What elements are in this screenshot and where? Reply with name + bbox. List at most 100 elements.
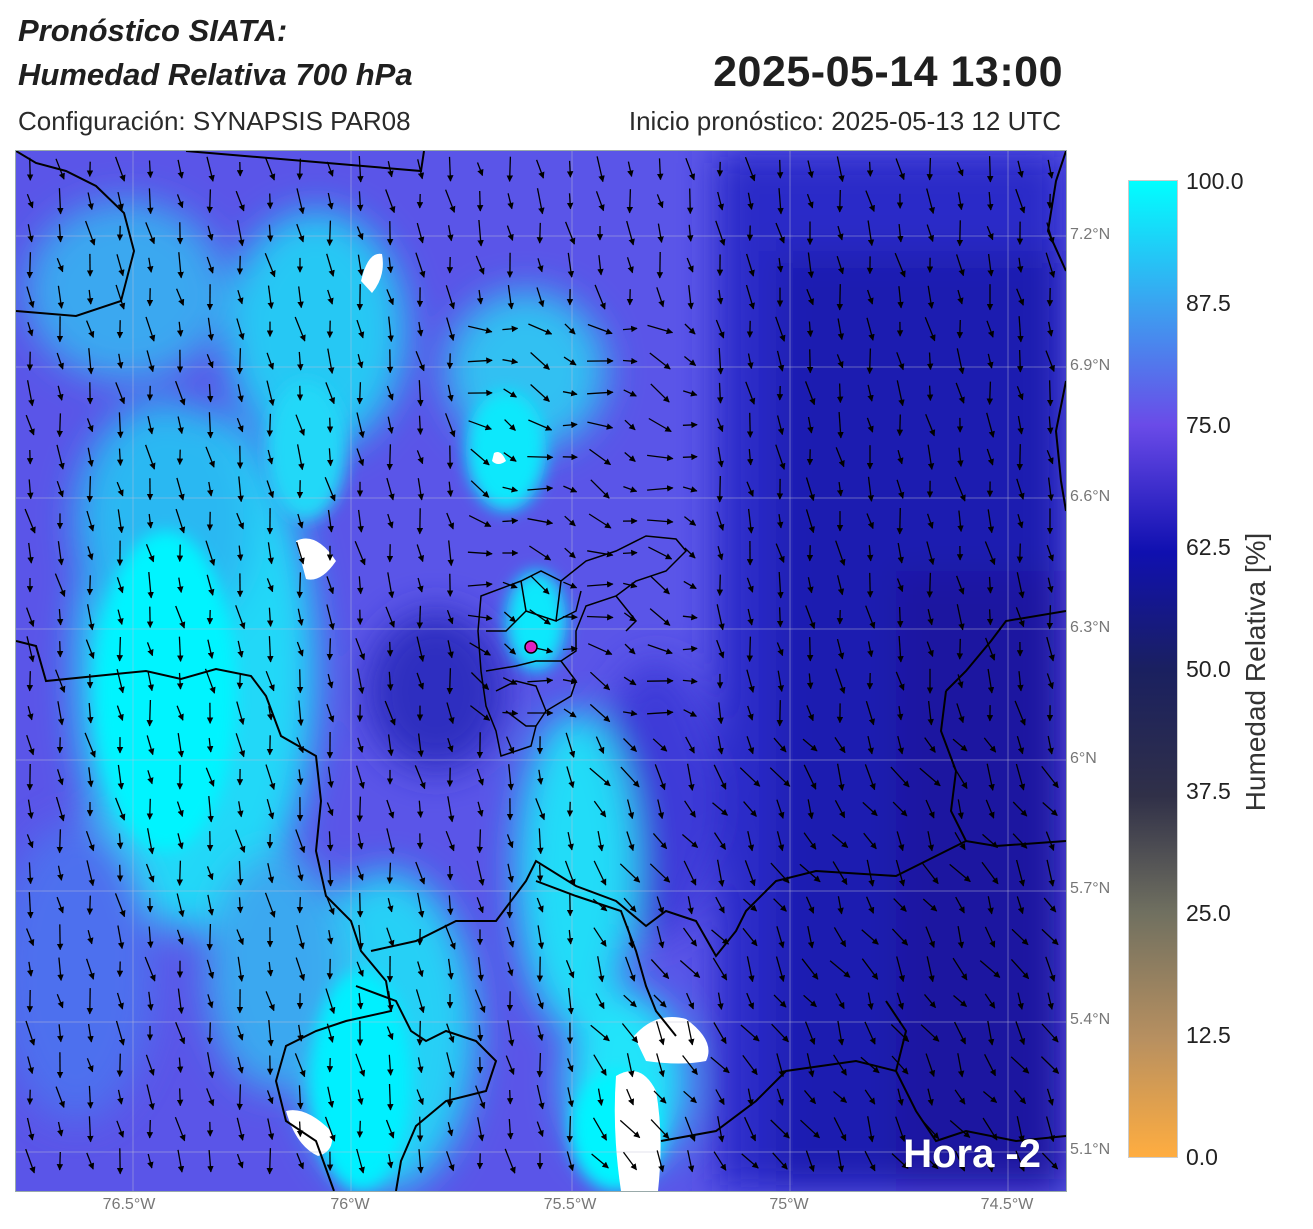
wind-arrow bbox=[507, 1020, 515, 1047]
wind-arrow bbox=[266, 352, 275, 370]
wind-arrow bbox=[716, 859, 725, 887]
wind-arrow bbox=[295, 414, 305, 436]
wind-arrow bbox=[626, 189, 634, 214]
wind-arrow bbox=[837, 1020, 845, 1046]
wind-arrow bbox=[682, 453, 698, 461]
wind-arrow bbox=[326, 929, 334, 945]
wind-arrow bbox=[622, 1151, 638, 1171]
wind-arrow bbox=[835, 540, 846, 566]
wind-arrow bbox=[387, 572, 395, 599]
wind-arrow bbox=[647, 485, 674, 492]
wind-arrow bbox=[1015, 188, 1026, 214]
wind-arrow bbox=[647, 518, 674, 525]
wind-arrow bbox=[620, 766, 640, 788]
wind-arrow bbox=[528, 323, 553, 335]
wind-arrow bbox=[1016, 288, 1025, 306]
wind-arrow bbox=[536, 287, 545, 308]
wind-arrow bbox=[237, 476, 244, 503]
wind-arrow bbox=[770, 862, 790, 884]
lat-tick-5.4n: 5.4°N bbox=[1070, 1011, 1111, 1028]
wind-arrow bbox=[927, 444, 935, 470]
wind-arrow bbox=[537, 925, 545, 950]
wind-arrow bbox=[1041, 928, 1059, 946]
wind-arrow bbox=[647, 454, 674, 462]
wind-arrow bbox=[833, 1054, 847, 1076]
wind-arrow bbox=[835, 668, 846, 694]
wind-arrow bbox=[56, 352, 64, 370]
lat-tick-6n: 6°N bbox=[1070, 750, 1097, 767]
wind-arrow bbox=[566, 766, 575, 789]
wind-arrow bbox=[956, 638, 964, 660]
wind-arrow bbox=[477, 219, 484, 247]
wind-arrow bbox=[775, 316, 786, 342]
wind-arrow bbox=[867, 992, 874, 1011]
wind-arrow bbox=[622, 357, 638, 365]
wind-arrow bbox=[470, 480, 490, 498]
wind-arrow bbox=[416, 800, 424, 818]
wind-arrow bbox=[415, 861, 426, 885]
wind-arrow bbox=[297, 865, 304, 882]
wind-arrow bbox=[623, 738, 637, 752]
wind-arrow bbox=[327, 192, 334, 210]
wind-arrow bbox=[683, 580, 697, 590]
wind-arrow bbox=[896, 479, 905, 499]
wind-arrow bbox=[891, 1153, 909, 1169]
wind-arrow bbox=[325, 382, 336, 405]
wind-arrow bbox=[445, 830, 455, 852]
wind-arrow bbox=[957, 447, 964, 467]
wind-arrow bbox=[146, 350, 155, 373]
wind-arrow bbox=[656, 896, 665, 915]
wind-arrow bbox=[326, 802, 334, 817]
wind-arrow bbox=[87, 447, 94, 467]
wind-arrow bbox=[236, 318, 245, 341]
wind-arrow bbox=[144, 956, 156, 982]
wind-arrow bbox=[834, 799, 846, 819]
wind-arrow bbox=[713, 832, 727, 850]
wind-arrow bbox=[1047, 992, 1054, 1010]
wind-arrow bbox=[536, 1084, 545, 1110]
wind-arrow bbox=[506, 834, 514, 849]
wind-arrow bbox=[717, 347, 724, 375]
wind-arrow bbox=[507, 285, 515, 310]
wind-arrow bbox=[27, 1056, 34, 1075]
wind-arrow bbox=[266, 607, 274, 627]
wind-arrow bbox=[447, 640, 454, 659]
wind-arrow bbox=[530, 384, 550, 402]
wind-arrow bbox=[236, 1117, 245, 1141]
wind-arrow bbox=[890, 766, 910, 788]
wind-arrow bbox=[296, 737, 304, 754]
wind-arrow bbox=[564, 323, 576, 335]
wind-arrow bbox=[588, 513, 612, 529]
wind-arrow bbox=[327, 673, 334, 689]
wind-arrow bbox=[866, 417, 874, 433]
wind-arrow bbox=[648, 546, 673, 560]
wind-arrow bbox=[85, 958, 95, 980]
wind-arrow bbox=[416, 450, 424, 465]
wind-arrow bbox=[206, 1088, 215, 1107]
wind-arrow bbox=[716, 574, 724, 597]
wind-arrow bbox=[744, 1116, 756, 1142]
wind-arrow bbox=[679, 960, 701, 978]
wind-arrow bbox=[325, 988, 336, 1015]
wind-arrow bbox=[836, 256, 845, 275]
wind-arrow bbox=[477, 801, 484, 817]
wind-arrow bbox=[801, 958, 819, 980]
wind-arrow bbox=[743, 801, 757, 817]
wind-arrow bbox=[925, 799, 935, 819]
wind-arrow bbox=[296, 223, 305, 243]
wind-arrow bbox=[24, 508, 36, 534]
wind-arrow bbox=[746, 412, 754, 438]
wind-arrow bbox=[446, 512, 455, 530]
wind-arrow bbox=[956, 161, 964, 177]
wind-arrow bbox=[564, 515, 576, 527]
wind-arrow bbox=[567, 831, 574, 851]
wind-arrow bbox=[177, 636, 184, 662]
wind-arrow bbox=[27, 799, 34, 820]
wind-arrow bbox=[682, 421, 698, 429]
wind-arrow bbox=[647, 709, 674, 716]
wind-arrow bbox=[416, 672, 424, 690]
wind-arrow bbox=[326, 831, 334, 852]
wind-arrow bbox=[176, 929, 184, 945]
wind-arrow bbox=[1015, 607, 1025, 628]
wind-arrow bbox=[503, 388, 517, 398]
